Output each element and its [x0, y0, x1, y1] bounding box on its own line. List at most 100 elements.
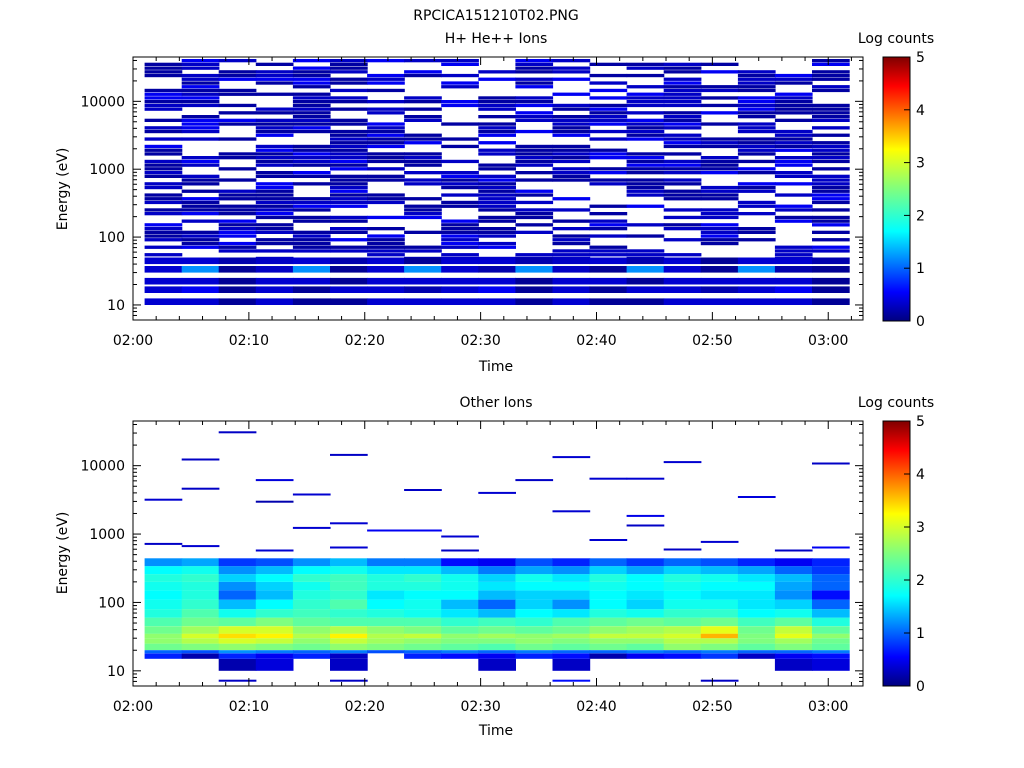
heatmap-cell — [181, 189, 220, 193]
heatmap-cell — [255, 609, 294, 618]
heatmap-cell — [812, 599, 850, 610]
plot-frame — [132, 56, 864, 321]
heatmap-cell — [515, 643, 554, 651]
heatmap-cell — [552, 617, 591, 627]
heatmap-cell — [812, 144, 850, 149]
heatmap-cell — [255, 658, 294, 671]
heatmap-cell — [181, 137, 220, 141]
heatmap-cell — [255, 590, 294, 600]
heatmap-cell — [330, 215, 368, 220]
heatmap-cell — [292, 171, 331, 175]
heatmap-cell — [441, 286, 479, 293]
heatmap-cell — [330, 245, 368, 249]
heatmap-cell — [737, 152, 776, 156]
heatmap-cell — [626, 204, 665, 208]
heatmap-cell — [812, 215, 850, 220]
heatmap-cell — [737, 581, 776, 591]
heatmap-cell — [441, 174, 479, 178]
heatmap-cell — [144, 174, 183, 178]
heatmap-cell — [515, 85, 554, 89]
heatmap-cell — [255, 549, 294, 552]
heatmap-cell — [478, 126, 516, 130]
heatmap-cell — [292, 204, 331, 208]
heatmap-cell — [700, 599, 739, 610]
heatmap-cell — [663, 633, 702, 639]
heatmap-cell — [737, 609, 776, 618]
heatmap-cell — [330, 249, 368, 253]
heatmap-cell — [255, 144, 294, 149]
heatmap-cell — [812, 566, 850, 575]
heatmap-cell — [515, 212, 554, 216]
heatmap-cell — [589, 122, 628, 126]
heatmap-cell — [478, 257, 516, 265]
heatmap-cell — [330, 88, 368, 93]
heatmap-cell — [700, 122, 739, 126]
heatmap-cell — [441, 200, 479, 205]
heatmap-cell — [218, 241, 257, 246]
heatmap-cell — [663, 103, 702, 108]
heatmap-cell — [441, 643, 479, 651]
heatmap-cell — [812, 574, 850, 582]
heatmap-cell — [515, 77, 554, 81]
heatmap-cell — [663, 566, 702, 575]
heatmap-cell — [144, 574, 183, 582]
heatmap-cell — [812, 148, 850, 152]
heatmap-cell — [663, 115, 702, 119]
heatmap-cell — [700, 643, 739, 651]
heatmap-cell — [700, 167, 739, 171]
heatmap-cell — [441, 193, 479, 197]
heatmap-cell — [626, 100, 665, 104]
panel-h-he-ions: H+ He++ Ions 02:00 02:10 02:20 02:30 02:40 02… — [55, 31, 934, 375]
heatmap-cell — [404, 208, 442, 212]
heatmap-cell — [589, 219, 628, 223]
heatmap-cell — [700, 185, 739, 190]
heatmap-cell — [774, 658, 813, 671]
heatmap-cell — [144, 159, 183, 164]
heatmap-cell — [255, 643, 294, 651]
heatmap-cell — [181, 118, 220, 122]
heatmap-cell — [144, 148, 183, 152]
heatmap-cell — [478, 643, 516, 651]
heatmap-cell — [774, 137, 813, 141]
heatmap-cell — [700, 566, 739, 575]
heatmap-cell — [812, 266, 850, 273]
heatmap-cell — [812, 298, 850, 305]
heatmap-cell — [441, 171, 479, 175]
heatmap-cell — [552, 92, 591, 96]
heatmap-cell — [812, 238, 850, 242]
heatmap-cell — [737, 558, 776, 567]
heatmap-cell — [589, 171, 628, 175]
colorbar-ticks: 0 1 2 3 4 5 — [904, 414, 925, 695]
heatmap-cell — [330, 193, 368, 197]
heatmap-cell — [478, 298, 516, 305]
heatmap-cell — [552, 234, 591, 238]
heatmap-cell — [478, 599, 516, 610]
heatmap-cell — [812, 249, 850, 253]
heatmap-cell — [292, 286, 331, 293]
heatmap-cell — [218, 223, 257, 227]
heatmap-cell — [515, 633, 554, 639]
heatmap-cell — [774, 174, 813, 178]
heatmap-cell — [441, 617, 479, 627]
heatmap-cell — [144, 653, 183, 659]
heatmap-cell — [181, 590, 220, 600]
heatmap-cell — [255, 70, 294, 74]
heatmap-cell — [515, 257, 554, 265]
heatmap-cell — [441, 535, 479, 538]
heatmap-cell — [181, 129, 220, 134]
heatmap-cell — [292, 241, 331, 246]
heatmap-cell — [700, 633, 739, 639]
spectrogram-cells — [144, 431, 850, 682]
heatmap-cell — [737, 257, 776, 265]
heatmap-cell — [255, 633, 294, 639]
heatmap-cell — [774, 77, 813, 81]
heatmap-cell — [478, 626, 516, 634]
heatmap-cell — [589, 148, 628, 152]
heatmap-cell — [330, 182, 368, 186]
heatmap-cell — [255, 298, 294, 305]
heatmap-cell — [737, 107, 776, 111]
heatmap-cell — [218, 653, 257, 659]
heatmap-cell — [478, 148, 516, 152]
heatmap-cell — [663, 126, 702, 130]
heatmap-cell — [626, 253, 665, 257]
